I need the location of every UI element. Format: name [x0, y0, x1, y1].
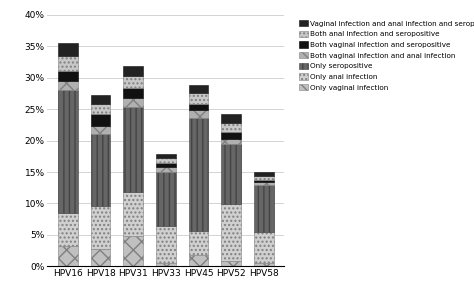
Bar — [221, 114, 241, 123]
Bar — [58, 90, 78, 213]
Bar — [123, 98, 143, 107]
Bar — [156, 226, 176, 263]
Bar — [189, 231, 209, 255]
Bar — [254, 180, 273, 182]
Bar — [221, 261, 241, 266]
Bar — [254, 182, 273, 185]
Legend: Vaginal infection and anal infection and seropositive, Both anal infection and s: Vaginal infection and anal infection and… — [298, 18, 474, 92]
Bar — [58, 71, 78, 81]
Bar — [156, 172, 176, 226]
Bar — [123, 66, 143, 76]
Bar — [189, 104, 209, 110]
Bar — [189, 255, 209, 266]
Bar — [91, 95, 110, 104]
Bar — [254, 176, 273, 180]
Bar — [123, 236, 143, 266]
Bar — [254, 263, 273, 266]
Bar — [221, 144, 241, 204]
Bar — [58, 56, 78, 71]
Bar — [156, 158, 176, 163]
Bar — [156, 263, 176, 266]
Bar — [58, 213, 78, 246]
Bar — [221, 132, 241, 139]
Bar — [123, 89, 143, 98]
Bar — [91, 134, 110, 206]
Bar — [58, 43, 78, 56]
Bar — [91, 249, 110, 266]
Bar — [254, 232, 273, 263]
Bar — [156, 155, 176, 158]
Bar — [123, 192, 143, 236]
Bar — [221, 139, 241, 144]
Bar — [189, 93, 209, 104]
Bar — [123, 107, 143, 192]
Bar — [58, 246, 78, 266]
Bar — [189, 110, 209, 118]
Bar — [254, 185, 273, 232]
Bar — [91, 104, 110, 114]
Bar — [189, 118, 209, 231]
Bar — [221, 123, 241, 132]
Bar — [156, 167, 176, 172]
Bar — [123, 76, 143, 89]
Bar — [156, 163, 176, 167]
Bar — [221, 204, 241, 261]
Bar — [189, 85, 209, 93]
Bar — [91, 114, 110, 126]
Bar — [254, 172, 273, 176]
Bar — [91, 206, 110, 249]
Bar — [91, 126, 110, 134]
Bar — [58, 81, 78, 90]
